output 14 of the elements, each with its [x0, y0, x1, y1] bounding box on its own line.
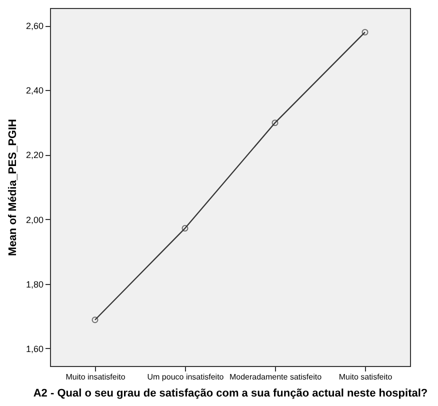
- y-tick-label: 2,60: [26, 21, 44, 32]
- point: [272, 120, 278, 126]
- x-tick-label: Muito satisfeito: [338, 372, 393, 382]
- y-tick-label: 2,00: [26, 214, 44, 225]
- point: [182, 225, 188, 232]
- y-tick-label: 1,60: [26, 344, 44, 354]
- x-tick-label: Um pouco insatisfeito: [147, 372, 224, 382]
- y-axis-title: Mean of Média_PES_PGIH: [6, 118, 19, 256]
- y-tick-label: 2,20: [26, 150, 44, 160]
- x-axis-title: A2 - Qual o seu grau de satisfação com a sua função actual neste hospital?: [33, 388, 428, 400]
- x-tick-label: Moderadamente satisfeito: [229, 372, 322, 382]
- y-tick-label: 2,40: [26, 86, 44, 96]
- x-tick-label: Muito insatisfeito: [66, 372, 126, 382]
- y-tick-label: 1,80: [26, 279, 44, 290]
